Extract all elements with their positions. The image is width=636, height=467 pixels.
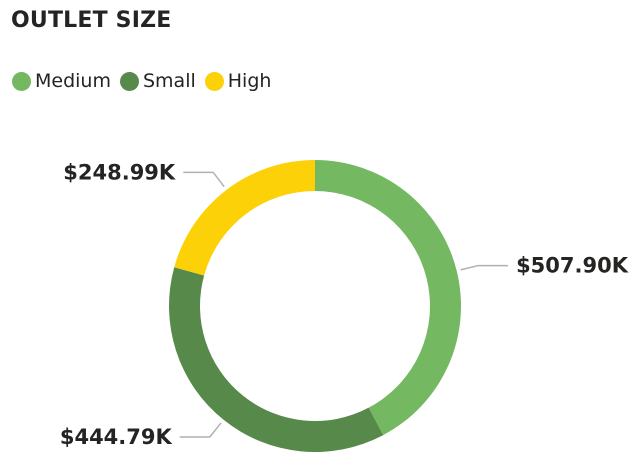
donut-slice-medium[interactable] <box>315 160 461 436</box>
legend-item-high[interactable]: High <box>204 70 272 92</box>
leader-line-high <box>183 171 225 188</box>
legend-marker-small <box>119 71 139 91</box>
legend-marker-high <box>204 71 224 91</box>
data-label-small: $444.79K <box>60 425 173 449</box>
data-label-medium: $507.90K <box>516 254 629 278</box>
donut-slice-small[interactable] <box>168 267 384 452</box>
leader-line-medium <box>460 264 509 271</box>
legend-item-medium[interactable]: Medium <box>12 70 111 92</box>
leader-line-small <box>179 422 222 438</box>
data-label-high: $248.99K <box>63 160 176 184</box>
legend-marker-medium <box>12 71 31 91</box>
legend-label-high: High <box>227 70 272 92</box>
donut-slice-high[interactable] <box>174 160 315 276</box>
chart-title: OUTLET SIZE <box>11 8 172 33</box>
legend-label-small: Small <box>142 70 196 92</box>
legend-item-small[interactable]: Small <box>119 70 196 92</box>
legend-label-medium: Medium <box>35 70 111 92</box>
chart-legend: Medium Small High <box>12 70 280 92</box>
